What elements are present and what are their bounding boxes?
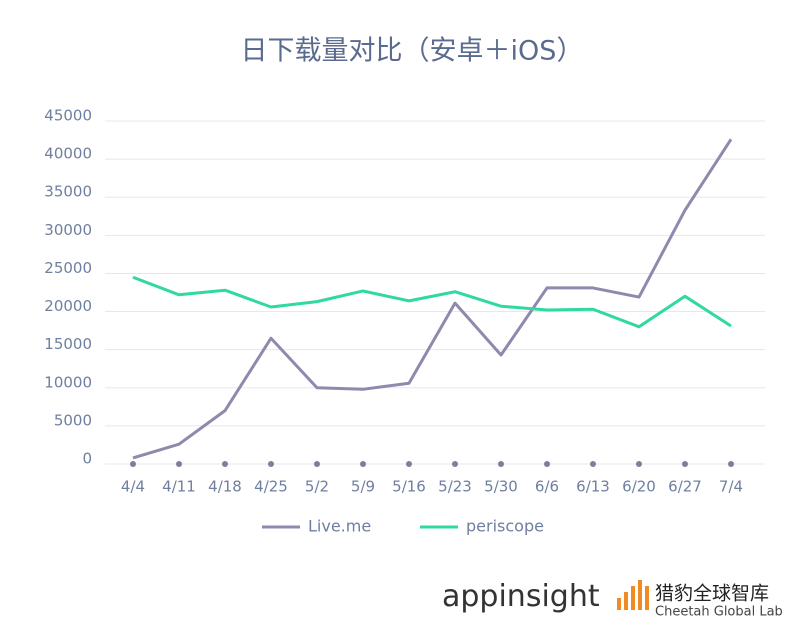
x-axis-dot (406, 461, 412, 467)
x-axis-dot (728, 461, 734, 467)
x-axis-dot (590, 461, 596, 467)
x-axis-dot (268, 461, 274, 467)
x-axis-dot (222, 461, 228, 467)
brand-logo: appinsight (442, 579, 600, 614)
x-tick-label: 5/2 (305, 478, 329, 496)
x-tick-label: 4/11 (162, 478, 196, 496)
x-tick-label: 4/4 (121, 478, 145, 496)
y-tick-label: 35000 (44, 183, 92, 201)
y-tick-label: 30000 (44, 221, 92, 239)
lab-name-cn: 猎豹全球智库 (655, 583, 769, 605)
x-axis-dot (682, 461, 688, 467)
y-tick-label: 5000 (54, 411, 92, 429)
lab-name-en: Cheetah Global Lab (655, 605, 783, 620)
y-tick-label: 20000 (44, 297, 92, 315)
x-axis-dot (544, 461, 550, 467)
y-tick-label: 0 (82, 450, 92, 468)
x-axis-dot (636, 461, 642, 467)
legend-label: Live.me (308, 517, 371, 536)
y-tick-label: 25000 (44, 259, 92, 277)
series-line (132, 275, 732, 329)
legend-label: periscope (466, 517, 544, 536)
x-axis-dot (360, 461, 366, 467)
y-tick-label: 40000 (44, 145, 92, 163)
x-tick-label: 5/30 (484, 478, 518, 496)
x-tick-label: 5/9 (351, 478, 375, 496)
chart-title: 日下载量对比（安卓＋iOS） (241, 36, 584, 67)
x-tick-label: 4/18 (208, 478, 242, 496)
x-axis-dot (498, 461, 504, 467)
x-tick-label: 5/16 (392, 478, 426, 496)
x-axis-dot (452, 461, 458, 467)
x-tick-label: 5/23 (438, 478, 472, 496)
series-line (132, 138, 733, 460)
x-tick-label: 4/25 (254, 478, 288, 496)
x-axis-dot (314, 461, 320, 467)
x-axis-dot (130, 461, 136, 467)
lab-icon (617, 580, 649, 610)
y-tick-label: 10000 (44, 373, 92, 391)
x-axis-dot (176, 461, 182, 467)
x-tick-label: 6/20 (622, 478, 656, 496)
x-tick-label: 6/27 (668, 478, 702, 496)
x-tick-label: 7/4 (719, 478, 743, 496)
y-tick-label: 45000 (44, 107, 92, 125)
x-tick-label: 6/6 (535, 478, 559, 496)
x-tick-label: 6/13 (576, 478, 610, 496)
y-tick-label: 15000 (44, 335, 92, 353)
